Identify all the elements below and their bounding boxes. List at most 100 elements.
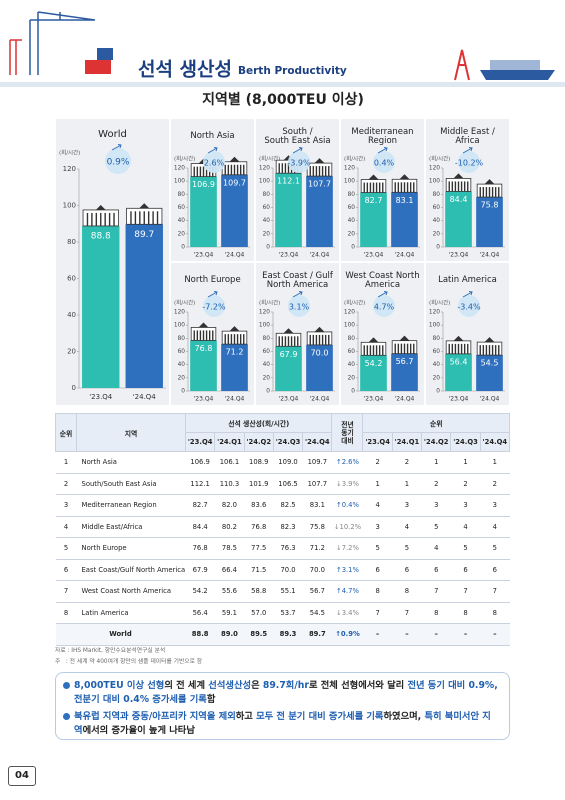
y-tick-label: 20 — [433, 231, 441, 237]
table-cell: 109.7 — [302, 451, 332, 474]
chart: (회/시간) 0 20 40 60 80 100 120 84.4 '23.Q4 75.8 '24.Q… — [429, 147, 505, 259]
chart-panel: East Coast / Gulf North America (회/시간) 0 20… — [255, 262, 340, 406]
table-cell: 7 — [362, 602, 393, 624]
bar — [476, 197, 503, 247]
y-tick-label: 0 — [436, 245, 440, 251]
table-cell: 7 — [450, 580, 481, 603]
bar — [445, 353, 472, 391]
crane-top — [314, 326, 325, 332]
bar — [391, 192, 418, 247]
bar — [190, 340, 217, 391]
table-cell: South/South East Asia — [76, 473, 186, 495]
change-arrow — [207, 291, 218, 298]
y-tick-label: 80 — [263, 336, 271, 342]
change-label: -10.2% — [455, 159, 484, 168]
value-label: 76.8 — [195, 344, 213, 353]
bullet-text: 의 전 세계 — [164, 680, 209, 691]
header-cell: '24.Q3 — [450, 432, 481, 452]
table-cell: 1 — [362, 473, 393, 495]
change-arrow — [462, 147, 473, 154]
crane-icon — [275, 328, 302, 347]
crane-top — [229, 326, 240, 332]
bar — [82, 225, 120, 388]
y-tick-label: 80 — [178, 192, 186, 198]
value-label: 54.5 — [481, 359, 499, 368]
chart-panel: West Coast North America (회/시간) 0 20 40 60 80 1… — [340, 262, 425, 406]
bar — [275, 173, 302, 247]
change-badge — [373, 151, 395, 173]
y-tick-label: 100 — [259, 179, 270, 185]
table-cell: 78.5 — [214, 537, 245, 560]
table-cell: Middle East/Africa — [76, 516, 186, 538]
crane-icon — [445, 335, 472, 355]
y-tick-label: 60 — [67, 275, 76, 283]
x-tick-label: '24.Q4 — [133, 393, 157, 401]
table-cell: 8 — [55, 602, 77, 624]
value-label: 70.0 — [311, 348, 329, 357]
bar — [476, 355, 503, 391]
table-cell: 55.6 — [214, 580, 245, 603]
table-cell: ↓3.9% — [331, 473, 363, 495]
table-cell: 5 — [362, 537, 393, 560]
x-tick-label: '24.Q4 — [480, 252, 500, 259]
table-cell: – — [362, 623, 393, 646]
table-cell: ↓10.2% — [331, 516, 363, 538]
crane-top — [399, 335, 410, 341]
bar — [125, 224, 163, 388]
change-label: -3.9% — [287, 159, 311, 168]
chart-title: North Europe — [184, 275, 241, 286]
table-cell: 56.7 — [302, 580, 332, 603]
y-tick-label: 0 — [351, 245, 355, 251]
page-number: 04 — [8, 766, 36, 786]
y-tick-label: 40 — [433, 218, 441, 224]
table-cell: 4 — [362, 494, 393, 517]
table-cell: 77.5 — [244, 537, 274, 560]
value-label: 112.1 — [277, 177, 300, 186]
value-label: 56.4 — [450, 357, 468, 366]
table-cell: 4 — [480, 516, 510, 538]
table-cell: 70.0 — [273, 559, 303, 581]
x-tick-label: '23.Q4 — [194, 252, 214, 259]
table-cell: 89.0 — [214, 623, 245, 646]
chart-panel: Middle East / Africa (회/시간) 0 20 40 60 80 100 12… — [425, 118, 510, 262]
crane-icon — [306, 158, 333, 177]
tower — [454, 49, 470, 81]
y-axis-label: (회/시간) — [259, 155, 280, 163]
x-tick-label: '24.Q4 — [395, 252, 415, 259]
table-cell: 4 — [450, 516, 481, 538]
change-arrow — [462, 291, 473, 298]
y-axis-label: (회/시간) — [429, 155, 450, 163]
table-cell: 2 — [55, 473, 77, 495]
chart: (회/시간) 0 20 40 60 80 100 120 76.8 '23.Q4 71.2 '24.Q… — [174, 291, 250, 403]
table-cell: 109.0 — [273, 451, 303, 474]
crane-top — [453, 173, 464, 179]
bullet-text: 에서의 증가율이 높게 나타남 — [82, 725, 195, 736]
y-axis-label: (회/시간) — [344, 299, 365, 307]
chart-title: Mediterranean Region — [351, 126, 414, 146]
change-badge — [203, 151, 225, 173]
table-cell: 71.5 — [244, 559, 274, 581]
table-cell: North Europe — [76, 537, 186, 560]
table-cell: 7 — [55, 580, 77, 603]
crane-top — [283, 328, 294, 334]
crane-icon — [360, 337, 387, 356]
chart-panel: World (회/시간) 0 20 40 60 80 100 120 88.8 '23.Q4 89.7… — [55, 118, 170, 406]
crane-top — [314, 158, 325, 164]
x-tick-label: '24.Q4 — [225, 396, 245, 403]
y-tick-label: 100 — [259, 323, 270, 329]
table-cell: – — [421, 623, 451, 646]
value-label: 83.1 — [396, 196, 414, 205]
bullet-dot — [63, 713, 70, 720]
y-tick-label: 100 — [344, 323, 355, 329]
table-cell: – — [450, 623, 481, 646]
table-cell: 8 — [450, 602, 481, 624]
table-cell: 89.7 — [302, 623, 332, 646]
y-tick-label: 120 — [259, 310, 270, 316]
header-cell: 선석 생산성(회/시간) — [184, 413, 333, 433]
table-cell: 3 — [480, 494, 510, 517]
table-row: 4 Middle East/Africa 84.4 80.2 76.8 82.3 75.8 ↓… — [55, 516, 510, 538]
y-tick-label: 40 — [263, 218, 271, 224]
x-tick-label: '23.Q4 — [194, 396, 214, 403]
header-cell: '24.Q3 — [272, 432, 304, 452]
table-cell: ↑0.9% — [331, 623, 363, 646]
